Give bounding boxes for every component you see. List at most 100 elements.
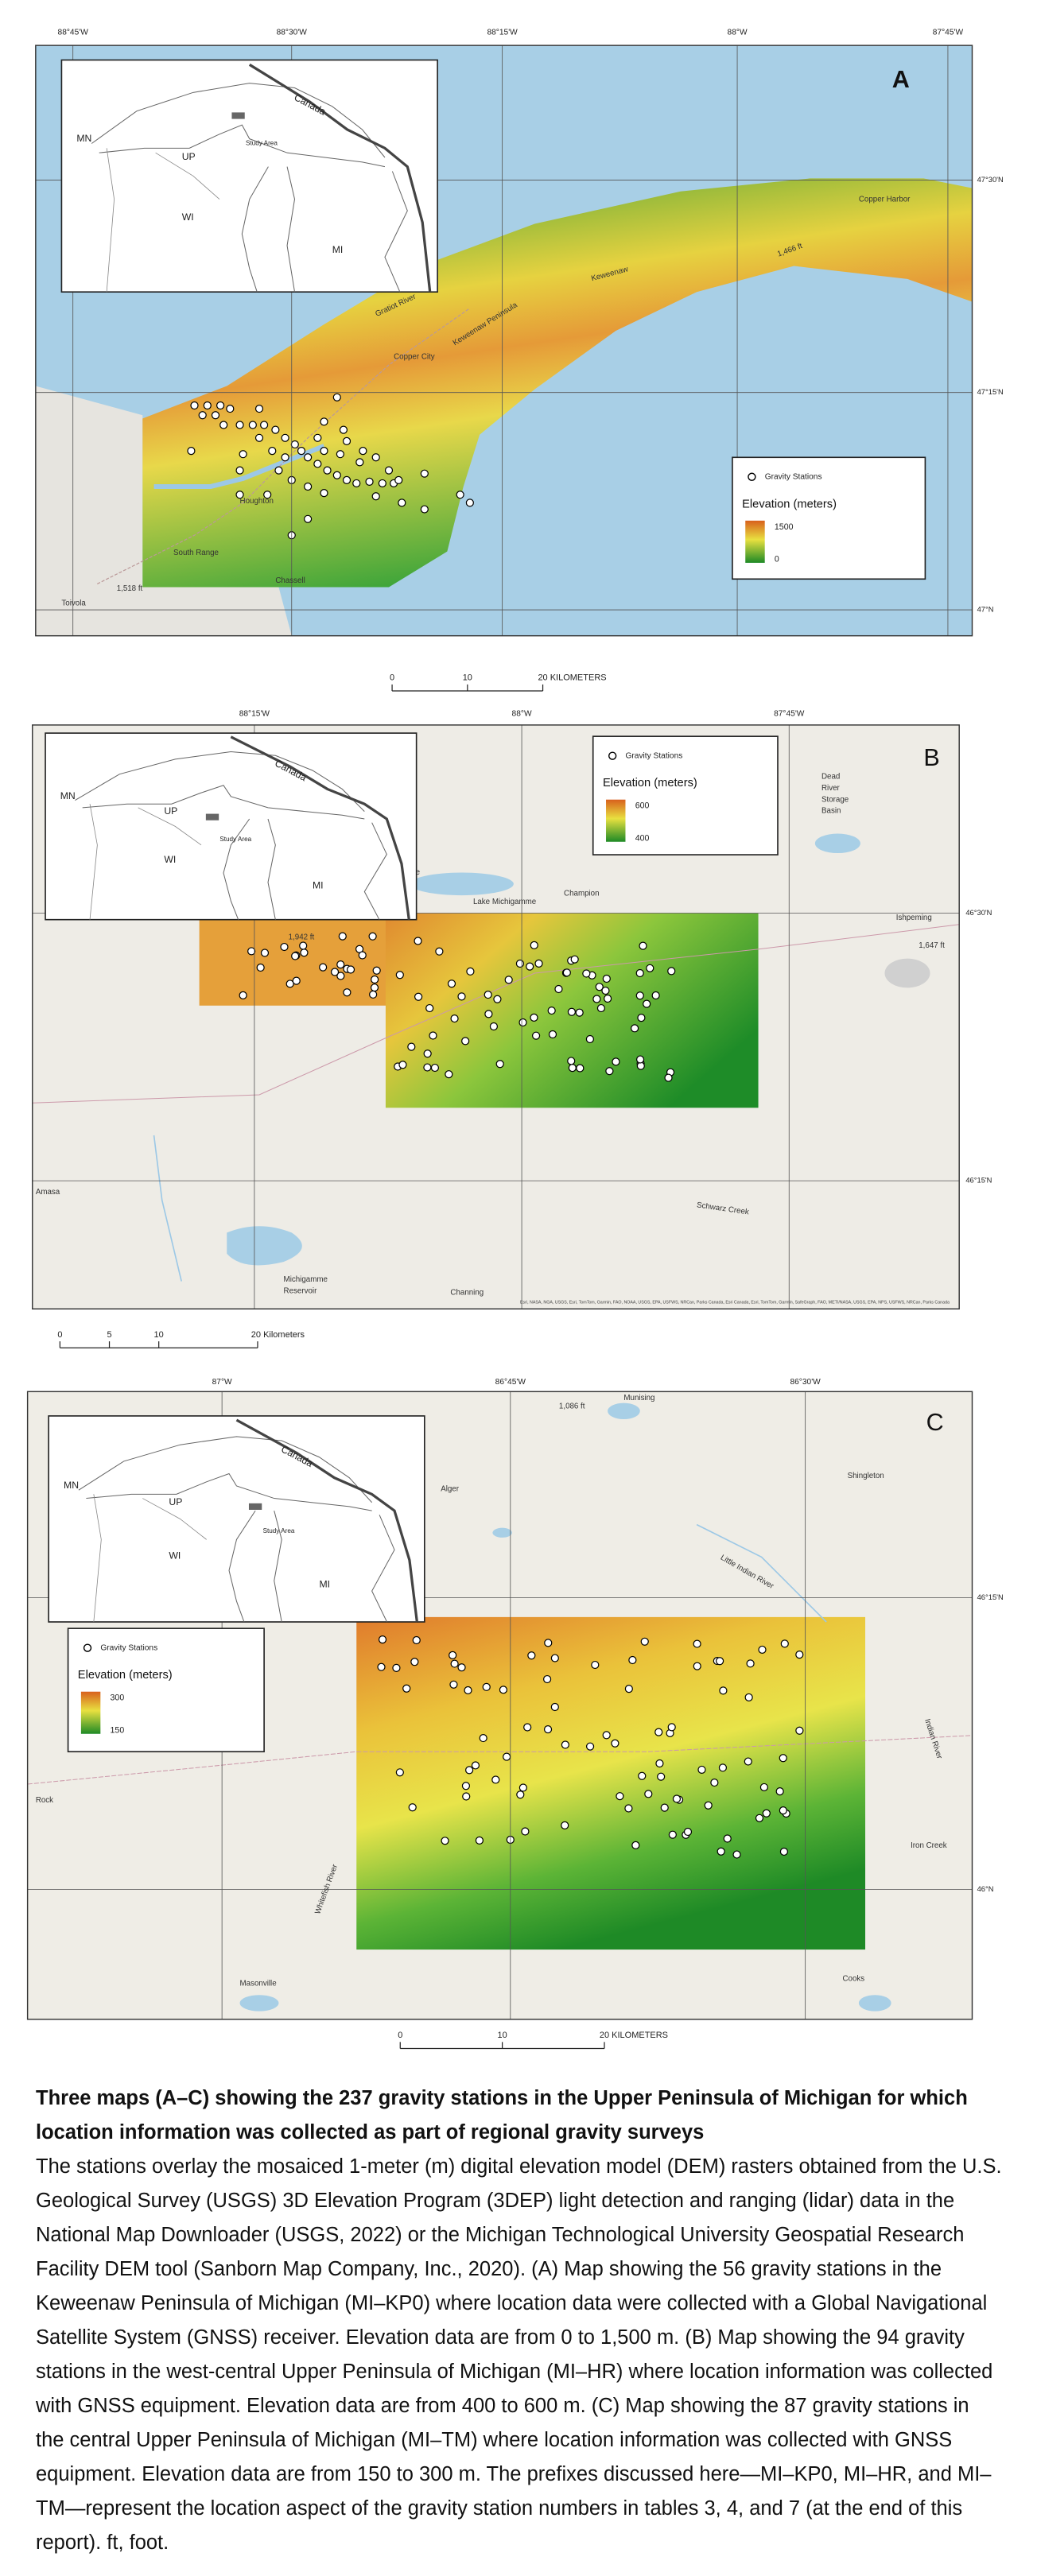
longitude-label: 88°W: [728, 28, 748, 37]
gravity-station: [430, 1063, 440, 1073]
place-label: Munising: [623, 1394, 654, 1402]
place-label: 1,942 ft: [289, 933, 315, 942]
canada-border: [235, 1418, 418, 1623]
inset-label: UP: [182, 151, 196, 162]
gravity-station: [635, 968, 644, 978]
inset-frame: [60, 59, 438, 293]
gravity-station: [343, 988, 351, 997]
gravity-station: [370, 983, 379, 992]
river: [696, 1523, 827, 1623]
gravity-station: [330, 968, 340, 976]
gravity-station: [602, 1731, 611, 1740]
place-label: Masonville: [240, 1979, 277, 1988]
gravity-station: [562, 968, 571, 977]
caption: Three maps (A–C) showing the 237 gravity…: [36, 2081, 1002, 2560]
state-border: [93, 1494, 102, 1623]
gravity-station: [336, 450, 344, 459]
gravity-station: [471, 1761, 480, 1770]
gravity-station: [592, 995, 601, 1003]
gravity-station: [336, 960, 345, 969]
inset-label: WI: [169, 1550, 181, 1561]
lake-shore: [274, 1510, 282, 1623]
gravity-station: [339, 425, 348, 434]
gravity-station: [445, 1070, 453, 1079]
gravity-station: [640, 1637, 649, 1646]
gravity-station: [660, 1803, 669, 1812]
gravity-station: [527, 1651, 536, 1660]
place-label: 1,647 ft: [919, 941, 945, 950]
gravity-station: [715, 1657, 724, 1666]
gravity-station: [616, 1792, 624, 1801]
legend-low: 0: [775, 555, 779, 564]
gravity-station: [638, 1771, 647, 1780]
gravity-station: [530, 1013, 538, 1022]
scale-label: 0: [398, 2031, 402, 2040]
inset-label: WI: [182, 211, 194, 223]
gravity-station: [190, 401, 199, 410]
legend-low: 400: [635, 833, 650, 843]
gravity-station: [719, 1686, 728, 1695]
state-border: [138, 807, 202, 846]
gravity-station: [203, 401, 212, 410]
gravity-station: [290, 440, 299, 449]
gravity-station: [717, 1847, 725, 1856]
gravity-station: [631, 1841, 640, 1849]
gravity-station: [484, 1010, 493, 1018]
gravity-station: [365, 477, 374, 486]
gravity-station: [723, 1834, 732, 1843]
gravity-station: [414, 992, 423, 1001]
gravity-station: [280, 942, 289, 952]
gravity-station: [697, 1765, 706, 1775]
gravity-station: [299, 941, 308, 950]
gravity-station: [495, 1060, 504, 1069]
gravity-station: [484, 990, 492, 999]
gravity-station: [596, 1003, 605, 1013]
gravity-station: [624, 1685, 633, 1693]
gravity-station: [493, 995, 502, 1003]
gravity-station: [582, 969, 591, 978]
study-area: [231, 112, 245, 119]
gravity-station: [543, 1724, 553, 1734]
legend-station-symbol: [608, 751, 617, 760]
gravity-station: [491, 1775, 500, 1784]
gravity-station: [450, 1659, 459, 1668]
gravity-station: [342, 436, 351, 445]
latitude-label: 47°30'N: [977, 176, 1004, 184]
gravity-station: [654, 1728, 663, 1736]
gravity-station: [631, 1024, 639, 1033]
caption-body: The stations overlay the mosaiced 1-mete…: [36, 2155, 1002, 2554]
inset-label: MN: [60, 790, 76, 801]
gravity-station: [530, 941, 538, 949]
latitude-label: 46°15'N: [965, 1177, 992, 1185]
place-label: Ishpeming: [896, 914, 932, 922]
place-label: Rock: [36, 1796, 53, 1805]
gravity-station: [320, 489, 328, 498]
gravity-station: [489, 1022, 499, 1031]
gravity-station: [271, 425, 280, 434]
gravity-station: [372, 966, 381, 975]
gravity-station: [651, 991, 660, 1000]
study-area: [248, 1503, 262, 1510]
gravity-station: [667, 967, 676, 976]
gravity-station: [336, 972, 345, 980]
place-label: Houghton: [240, 497, 274, 506]
gravity-station: [291, 952, 300, 960]
gravity-station: [668, 1830, 677, 1839]
gravity-station: [402, 1684, 411, 1693]
legend-label: Gravity Stations: [625, 751, 682, 760]
gravity-station: [412, 1635, 421, 1645]
gravity-station: [457, 992, 466, 1001]
gravity-station: [358, 951, 367, 960]
place-label: Amasa: [36, 1188, 60, 1197]
lake-shore: [228, 1510, 256, 1623]
gravity-station: [216, 401, 225, 410]
place-label: Michigamme: [284, 1275, 328, 1284]
lake-shore: [78, 1436, 373, 1503]
gravity-station: [457, 1663, 466, 1672]
inset-label: MI: [332, 244, 344, 255]
lake-shore: [241, 166, 269, 293]
inset-frame: [48, 1415, 425, 1623]
maps-figure: 88°45'W 88°30'W 88°15'W 88°W 87°45'W 47°30'N 4…: [26, 28, 1004, 2050]
panel-letter: B: [923, 744, 939, 771]
gravity-station: [544, 1639, 553, 1647]
